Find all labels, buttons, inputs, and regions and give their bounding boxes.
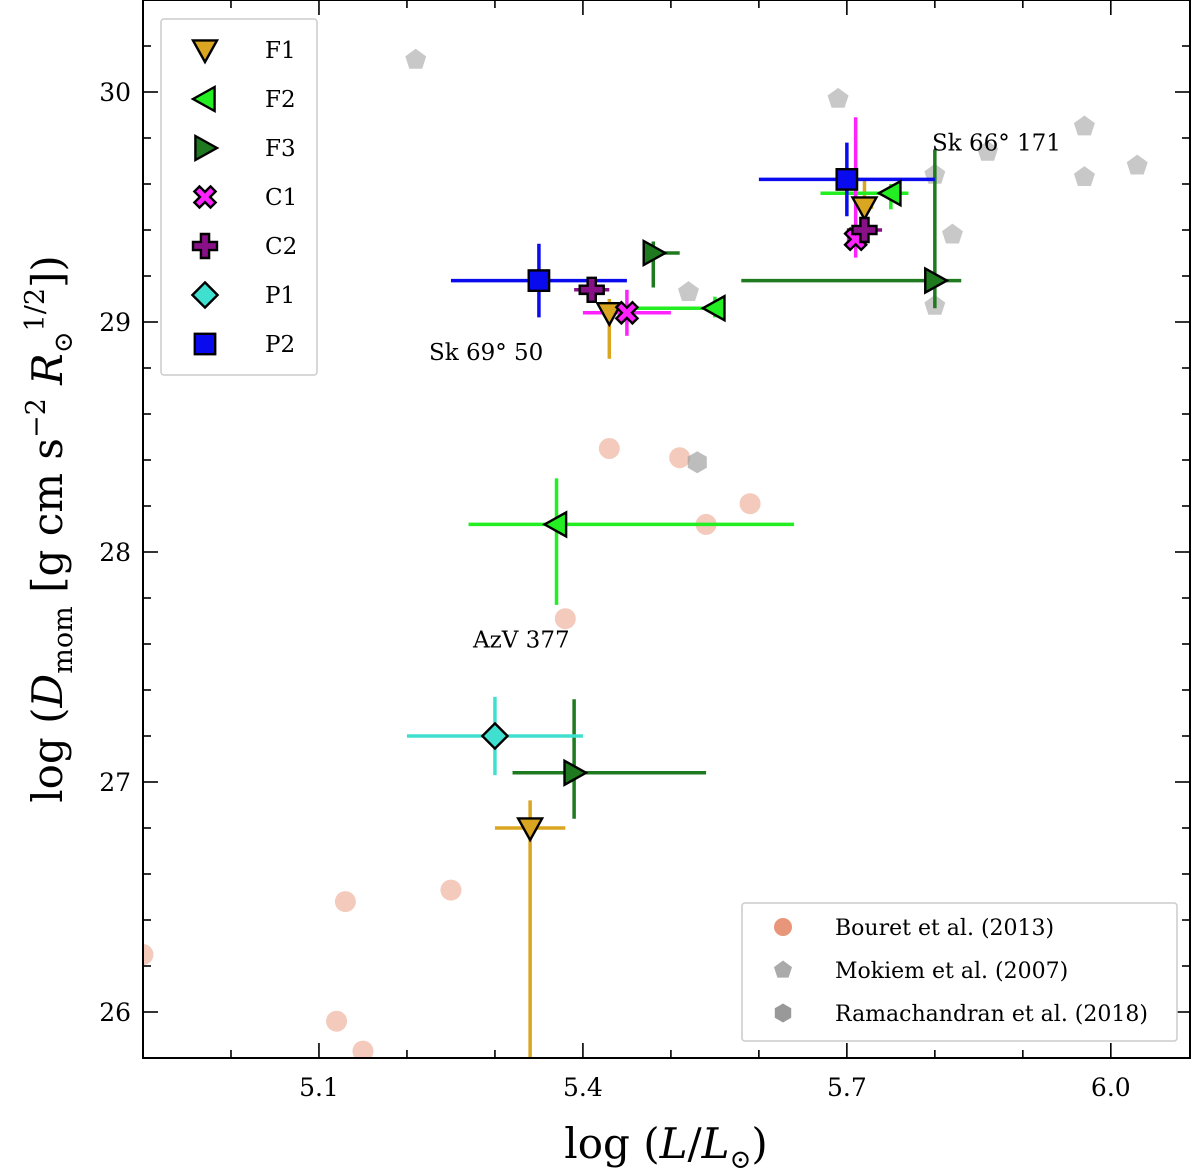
- background-point: [405, 48, 427, 69]
- background-point: [739, 493, 761, 515]
- y-axis-title: log (Dmom [g cm s−2 R⊙1/2]): [20, 255, 79, 803]
- background-point: [678, 281, 699, 301]
- background-point: [334, 891, 356, 913]
- legend-label: F2: [265, 87, 296, 113]
- legend-marker-c2: [191, 232, 219, 260]
- background-point: [687, 451, 707, 474]
- data-point-f1: [516, 817, 545, 843]
- legend-marker-c1: [192, 184, 218, 210]
- star-label: AzV 377: [472, 627, 570, 653]
- legend-label: F3: [265, 136, 296, 162]
- y-tick-label: 27: [99, 768, 131, 797]
- background-point: [1126, 154, 1148, 175]
- background-point: [326, 1010, 348, 1032]
- background-point: [554, 608, 576, 630]
- background-point: [977, 140, 999, 161]
- background-point: [1073, 115, 1095, 136]
- x-tick-label: 6.0: [1091, 1073, 1131, 1102]
- data-point-p1: [480, 721, 510, 751]
- background-point: [1073, 166, 1095, 186]
- y-tick-label: 26: [99, 998, 131, 1027]
- reference-legend: [741, 902, 1178, 1042]
- legend-label: F1: [265, 38, 296, 64]
- legend-marker-p1: [190, 280, 220, 310]
- legend-marker-reference: [774, 1003, 792, 1023]
- background-point: [352, 1040, 374, 1058]
- data-point-f2: [700, 294, 726, 323]
- x-tick-label: 5.4: [563, 1073, 603, 1102]
- data-point-c2: [851, 216, 878, 244]
- legend-marker-f2: [190, 84, 216, 114]
- legend-label: P2: [265, 332, 295, 358]
- legend-label: C2: [265, 234, 297, 260]
- legend-marker-reference: [774, 960, 792, 978]
- background-point: [669, 447, 691, 469]
- legend-marker-f3: [194, 133, 220, 163]
- background-point: [440, 879, 462, 901]
- legend-label: C1: [265, 185, 297, 211]
- legend-label: Bouret et al. (2013): [835, 916, 1054, 941]
- x-tick-label: 5.7: [827, 1073, 867, 1102]
- plot-frame: [142, 0, 1191, 1059]
- background-point: [942, 223, 963, 244]
- data-point-p2: [835, 167, 859, 191]
- data-point-c1: [614, 300, 640, 326]
- legend-marker-reference: [774, 918, 792, 936]
- data-point-f2: [876, 179, 902, 208]
- data-point-c2: [578, 276, 605, 303]
- data-point-f3: [642, 238, 668, 268]
- star-label: Sk 66° 171: [932, 131, 1061, 157]
- data-point-p2: [527, 269, 551, 292]
- legend-marker-f1: [190, 39, 220, 65]
- data-point-f3: [924, 266, 950, 295]
- data-point-f3: [563, 758, 589, 787]
- data-point-f2: [542, 510, 568, 539]
- legend-label: P1: [265, 283, 295, 309]
- background-point: [827, 87, 849, 108]
- legend-label: Mokiem et al. (2007): [835, 959, 1068, 984]
- background-point: [143, 944, 154, 965]
- legend-marker-p2: [193, 332, 217, 356]
- x-axis-title: log (L/L⊙): [564, 1119, 767, 1175]
- x-tick-label: 5.1: [299, 1073, 339, 1102]
- data-point-f1: [595, 302, 624, 328]
- legend-label: Ramachandran et al. (2018): [835, 1002, 1148, 1027]
- y-tick-label: 29: [99, 308, 131, 337]
- y-tick-label: 30: [99, 78, 131, 107]
- y-tick-label: 28: [99, 538, 131, 567]
- star-label: Sk 69° 50: [429, 340, 543, 366]
- data-point-f1: [850, 196, 879, 222]
- background-point: [598, 438, 620, 459]
